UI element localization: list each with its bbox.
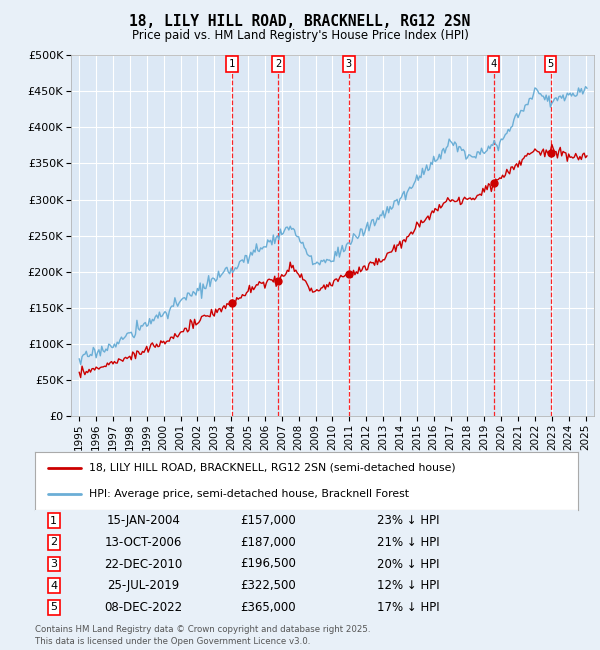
Text: £365,000: £365,000 <box>241 601 296 614</box>
Text: 5: 5 <box>50 602 58 612</box>
Text: £187,000: £187,000 <box>241 536 296 549</box>
Text: 3: 3 <box>346 59 352 69</box>
Text: 17% ↓ HPI: 17% ↓ HPI <box>377 601 440 614</box>
Text: 20% ↓ HPI: 20% ↓ HPI <box>377 558 439 571</box>
Text: 12% ↓ HPI: 12% ↓ HPI <box>377 579 440 592</box>
Text: 21% ↓ HPI: 21% ↓ HPI <box>377 536 440 549</box>
Text: 4: 4 <box>50 580 58 591</box>
Text: 18, LILY HILL ROAD, BRACKNELL, RG12 2SN (semi-detached house): 18, LILY HILL ROAD, BRACKNELL, RG12 2SN … <box>89 463 456 473</box>
Text: 1: 1 <box>229 59 235 69</box>
Text: 23% ↓ HPI: 23% ↓ HPI <box>377 514 439 527</box>
Text: This data is licensed under the Open Government Licence v3.0.: This data is licensed under the Open Gov… <box>35 636 310 645</box>
Text: 2: 2 <box>275 59 281 69</box>
Text: 4: 4 <box>491 59 497 69</box>
Text: 22-DEC-2010: 22-DEC-2010 <box>104 558 182 571</box>
Text: 2: 2 <box>50 538 58 547</box>
Text: 5: 5 <box>548 59 554 69</box>
Text: HPI: Average price, semi-detached house, Bracknell Forest: HPI: Average price, semi-detached house,… <box>89 489 409 499</box>
Text: 25-JUL-2019: 25-JUL-2019 <box>107 579 179 592</box>
Text: 3: 3 <box>50 559 58 569</box>
Text: 13-OCT-2006: 13-OCT-2006 <box>105 536 182 549</box>
Text: Contains HM Land Registry data © Crown copyright and database right 2025.: Contains HM Land Registry data © Crown c… <box>35 625 370 634</box>
Text: 08-DEC-2022: 08-DEC-2022 <box>104 601 182 614</box>
Text: £157,000: £157,000 <box>241 514 296 527</box>
Text: Price paid vs. HM Land Registry's House Price Index (HPI): Price paid vs. HM Land Registry's House … <box>131 29 469 42</box>
Text: 15-JAN-2004: 15-JAN-2004 <box>106 514 181 527</box>
Text: 18, LILY HILL ROAD, BRACKNELL, RG12 2SN: 18, LILY HILL ROAD, BRACKNELL, RG12 2SN <box>130 14 470 29</box>
Text: 1: 1 <box>50 516 58 526</box>
Text: £196,500: £196,500 <box>241 558 296 571</box>
Text: £322,500: £322,500 <box>241 579 296 592</box>
